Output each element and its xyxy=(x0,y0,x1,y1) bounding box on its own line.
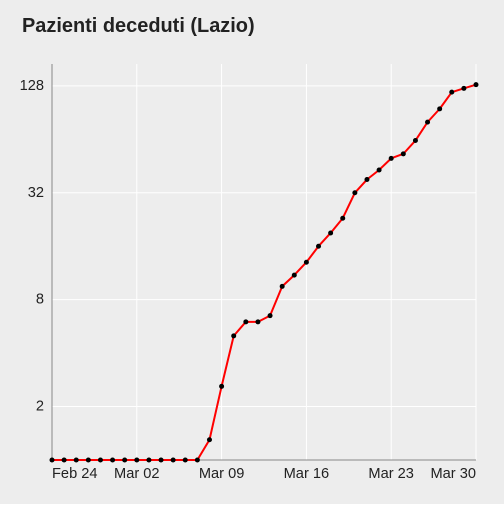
series-marker xyxy=(243,319,248,324)
series-marker xyxy=(255,319,260,324)
series-marker xyxy=(474,82,479,87)
series-marker xyxy=(195,458,200,463)
series-marker xyxy=(207,437,212,442)
series-marker xyxy=(98,458,103,463)
series-marker xyxy=(183,458,188,463)
series-marker xyxy=(231,333,236,338)
series-marker xyxy=(171,458,176,463)
series-marker xyxy=(50,458,55,463)
y-tick-label: 128 xyxy=(20,78,44,94)
series-marker xyxy=(86,458,91,463)
series-marker xyxy=(280,284,285,289)
series-marker xyxy=(449,90,454,95)
series-marker xyxy=(316,244,321,249)
series-marker xyxy=(413,138,418,143)
series-marker xyxy=(146,458,151,463)
series-marker xyxy=(389,156,394,161)
series-marker xyxy=(377,167,382,172)
series-marker xyxy=(340,216,345,221)
series-marker xyxy=(304,260,309,265)
series-marker xyxy=(364,177,369,182)
series-marker xyxy=(110,458,115,463)
chart-title: Pazienti deceduti (Lazio) xyxy=(22,15,255,37)
series-marker xyxy=(401,151,406,156)
x-tick-label: Mar 16 xyxy=(284,466,330,482)
series-marker xyxy=(461,86,466,91)
series-marker xyxy=(352,190,357,195)
series-marker xyxy=(219,384,224,389)
series-marker xyxy=(328,230,333,235)
y-tick-label: 32 xyxy=(28,185,44,201)
series-marker xyxy=(437,106,442,111)
chart-container: Pazienti deceduti (Lazio) 2 8 32 128 Feb 24 Ma… xyxy=(0,0,504,504)
x-tick-label: Feb 24 xyxy=(52,466,98,482)
series-marker xyxy=(62,458,67,463)
series-marker xyxy=(268,313,273,318)
series-marker xyxy=(159,458,164,463)
y-tick-label: 2 xyxy=(36,399,44,415)
chart-bg xyxy=(0,0,504,504)
y-tick-label: 8 xyxy=(36,292,44,308)
x-tick-label: Mar 02 xyxy=(114,466,160,482)
series-marker xyxy=(74,458,79,463)
series-marker xyxy=(134,458,139,463)
series-marker xyxy=(292,273,297,278)
x-tick-label: Mar 30 xyxy=(430,466,476,482)
x-tick-label: Mar 09 xyxy=(199,466,245,482)
x-tick-label: Mar 23 xyxy=(368,466,414,482)
series-marker xyxy=(122,458,127,463)
chart-svg: Pazienti deceduti (Lazio) 2 8 32 128 Feb 24 Ma… xyxy=(0,0,504,504)
series-marker xyxy=(425,120,430,125)
